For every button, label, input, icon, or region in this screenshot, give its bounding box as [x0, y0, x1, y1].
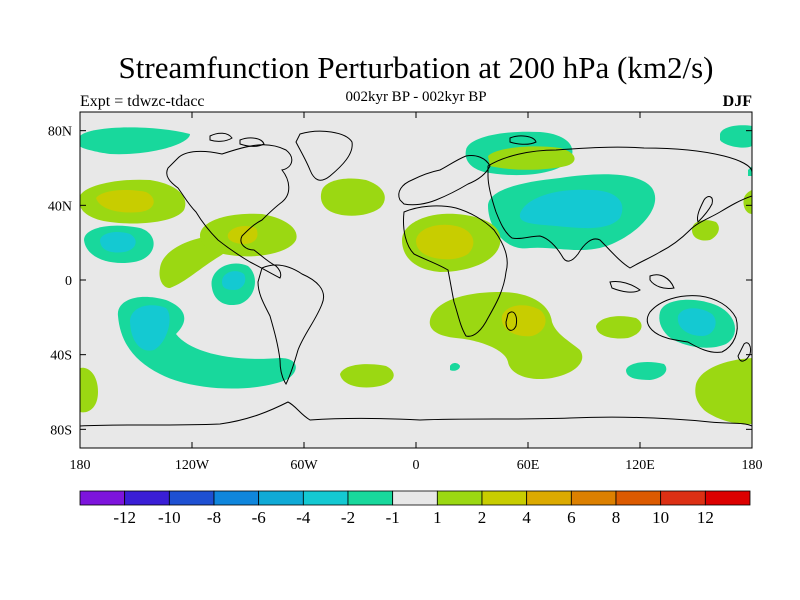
y-tick-label: 40S: [50, 349, 72, 364]
x-tick-label: 0: [413, 458, 420, 473]
colorbar-label: -6: [252, 508, 266, 527]
field-equatorial-low-core: [222, 271, 246, 290]
field-n-atlantic-high: [320, 178, 385, 216]
x-tick-label: 180: [742, 458, 763, 473]
coast-madagascar: [505, 311, 517, 331]
y-tick-label: 40N: [48, 199, 72, 214]
field-central-asia-low-core: [519, 189, 623, 229]
y-tick-label: 0: [65, 274, 72, 289]
field-s-ocean-high: [340, 364, 394, 388]
colorbar-swatch: [481, 490, 528, 506]
y-tick-label: 80N: [48, 125, 72, 140]
coast-new-zealand: [737, 342, 751, 362]
colorbar-label: 1: [433, 508, 442, 527]
coast-africa: [403, 205, 508, 337]
x-axis: 180 120W 60W 0 60E 120E 180: [70, 112, 763, 473]
colorbar-swatch: [168, 490, 215, 506]
colorbar-swatch: [302, 490, 349, 506]
x-tick-label: 60W: [290, 458, 318, 473]
colorbar-label: -4: [296, 508, 311, 527]
field-n-pacific-sub-low-core: [100, 232, 136, 253]
coast-greenland: [295, 130, 353, 181]
colorbar-swatch: [347, 490, 394, 506]
colorbar-swatch: [660, 490, 706, 506]
field-arctic-canada-low: [80, 127, 190, 155]
field-s-atlantic-low: [450, 363, 460, 371]
field-siberia-ridge: [488, 146, 575, 170]
coast-north-america: [166, 144, 293, 279]
y-axis: 80N 40N 0 40S 80S: [48, 125, 752, 438]
chart-subtitle: 002kyr BP - 002kyr BP: [345, 89, 487, 105]
colorbar-swatch: [526, 490, 572, 506]
colorbar-label: 12: [697, 508, 714, 527]
colorbar: -12 -10 -8 -6 -4 -2 -1 1 2 4 6 8 10 12: [79, 490, 751, 527]
field-s-indian-high: [596, 316, 642, 339]
colorbar-swatch: [704, 490, 751, 506]
y-tick-label: 80S: [50, 423, 72, 438]
field-n-pacific-high-core: [96, 190, 154, 213]
coast-japan: [697, 196, 713, 223]
coastlines: [80, 130, 752, 427]
colorbar-swatch: [258, 490, 304, 506]
season-label: DJF: [722, 93, 752, 110]
coast-asia: [487, 146, 752, 269]
coast-south-america: [257, 264, 324, 385]
colorbar-label: 4: [522, 508, 531, 527]
field-ne-arctic-low: [720, 125, 752, 148]
field-s-indian-low: [626, 362, 667, 380]
colorbar-label: 10: [652, 508, 669, 527]
experiment-label: Expt = tdwzc-tdacc: [80, 93, 205, 110]
field-n-africa-high-core: [416, 224, 474, 260]
colorbar-label: -8: [207, 508, 221, 527]
field-s-africa-high-core: [501, 305, 546, 337]
colorbar-swatch: [124, 490, 170, 506]
colorbar-label: -10: [158, 508, 181, 527]
coast-indonesia: [609, 274, 675, 293]
colorbar-swatch: [213, 490, 260, 506]
map-background: [80, 112, 752, 448]
field-australia-low-core: [677, 308, 716, 336]
field-s-pacific-low-core: [130, 305, 170, 351]
colorbar-swatch: [615, 490, 662, 506]
x-tick-label: 120E: [625, 458, 655, 473]
colorbar-label: -12: [113, 508, 136, 527]
coast-arctic-islands: [209, 132, 537, 147]
colorbar-swatch: [436, 490, 483, 506]
colorbar-swatch: [570, 490, 617, 506]
chart-title: Streamfunction Perturbation at 200 hPa (…: [118, 50, 714, 85]
field-w-pacific-high: [692, 220, 719, 241]
coast-antarctica: [80, 401, 752, 427]
x-tick-label: 120W: [175, 458, 210, 473]
colorbar-label: -1: [386, 508, 400, 527]
coast-europe: [398, 155, 491, 206]
field-s-africa-high: [429, 292, 583, 380]
coast-australia: [646, 295, 738, 353]
colorbar-label: 8: [612, 508, 621, 527]
colorbar-label: 6: [567, 508, 576, 527]
field-ne-atlantic-high: [743, 190, 752, 214]
colorbar-label: -2: [341, 508, 355, 527]
x-tick-label: 60E: [517, 458, 540, 473]
colorbar-swatch: [392, 490, 438, 506]
colorbar-label: 2: [478, 508, 487, 527]
colorbar-swatch: [79, 490, 126, 506]
contour-fill-layer: [80, 125, 752, 427]
field-sw-pacific-high: [695, 358, 752, 425]
field-se-pacific-high: [80, 367, 98, 413]
x-tick-label: 180: [70, 458, 91, 473]
